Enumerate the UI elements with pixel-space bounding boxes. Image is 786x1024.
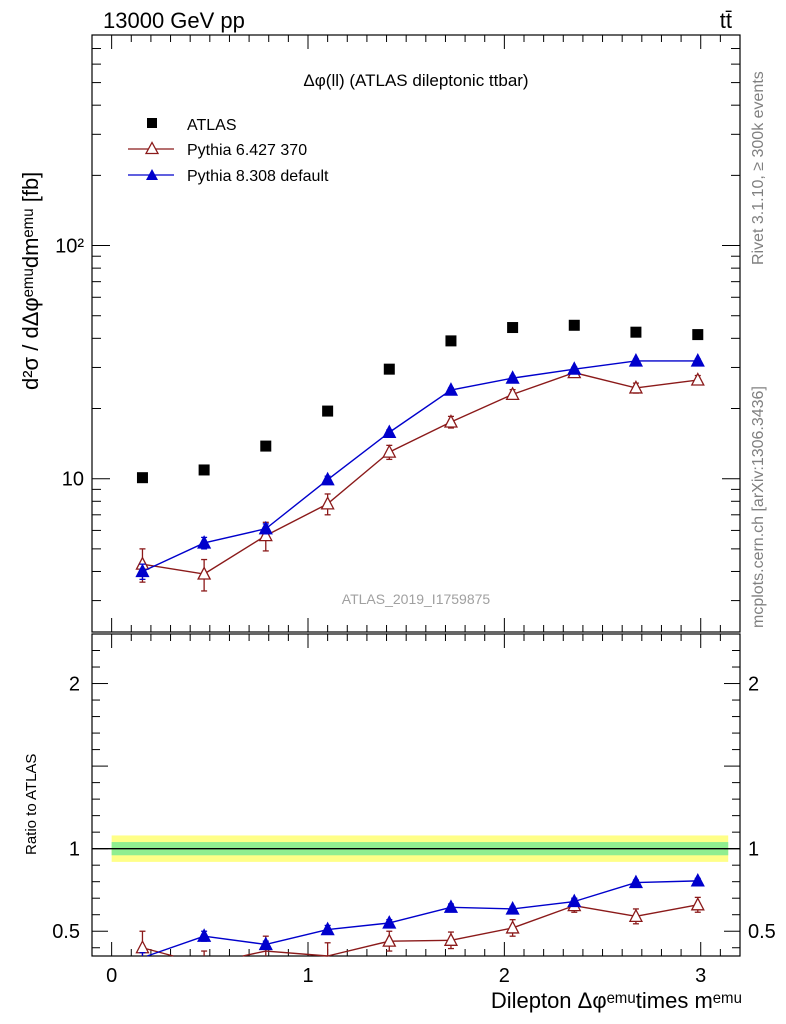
- pythia8-point: [382, 424, 397, 439]
- pythia8-ratio-line: [146, 935, 205, 957]
- pythia8-ratio-line: [265, 928, 328, 946]
- pythia6-ratio-line: [242, 950, 266, 957]
- pythia8-ratio-line: [389, 906, 452, 924]
- pythia6-point: [197, 566, 212, 580]
- atlas-point: [260, 440, 272, 452]
- pythia8-point: [690, 353, 705, 367]
- pythia8-ratio-point: [690, 872, 705, 887]
- pythia8-ratio-point: [382, 915, 397, 929]
- atlas-point: [322, 405, 334, 417]
- legend: ATLAS Pythia 6.427 370 Pythia 8.308 defa…: [128, 117, 329, 185]
- y-tick-label-ratio: 0.5: [52, 921, 80, 943]
- atlas-point: [383, 363, 395, 375]
- pythia8-point: [505, 370, 520, 384]
- atlas-point: [630, 326, 642, 338]
- main-axes: 10 10²: [55, 34, 741, 632]
- x-tick-label: 1: [302, 965, 313, 987]
- legend-marker-atlas: [147, 118, 157, 128]
- y-tick-label-main: 10²: [55, 236, 84, 258]
- pythia6-point: [505, 386, 520, 401]
- pythia8-ratio-point: [197, 928, 212, 942]
- pythia8-point: [567, 361, 582, 375]
- pythia8-ratio-line: [204, 935, 266, 946]
- analysis-watermark: ATLAS_2019_I1759875: [342, 591, 491, 607]
- pythia8-point: [628, 353, 643, 367]
- pythia8-ratio-point: [505, 901, 520, 915]
- rivet-label: Rivet 3.1.10, ≥ 300k events: [750, 71, 767, 265]
- ratio-plot-frame: [91, 633, 741, 957]
- pythia6-point: [382, 444, 397, 458]
- pythia6-ratio-line: [265, 950, 328, 957]
- pythia8-point: [135, 563, 150, 578]
- y-tick-label-ratio-right: 0.5: [748, 921, 776, 943]
- pythia6-ratio-line: [327, 940, 390, 957]
- pythia8-ratio-line: [512, 900, 575, 910]
- atlas-point: [445, 335, 457, 347]
- pythia8-line: [142, 360, 698, 573]
- pythia6-point: [320, 495, 335, 510]
- atlas-point: [507, 322, 519, 334]
- y-tick-label-ratio: 2: [69, 674, 80, 696]
- pythia8-ratio-point: [258, 936, 273, 951]
- pythia8-ratio-line: [635, 880, 698, 884]
- legend-label-pythia8: Pythia 8.308 default: [187, 168, 329, 185]
- x-tick-label: 2: [499, 965, 510, 987]
- pythia8-ratio-line: [450, 906, 513, 910]
- y-tick-label-main: 10: [62, 469, 84, 491]
- legend-marker-pythia6: [144, 141, 160, 155]
- ratio-uncertainty-band: [92, 835, 740, 862]
- atlas-point: [198, 464, 210, 476]
- pythia6-point: [690, 372, 705, 386]
- atlas-point: [136, 472, 148, 484]
- pythia6-ratio-point: [628, 908, 643, 923]
- y-tick-label-ratio-right: 1: [748, 839, 759, 861]
- pythia6-ratio-line: [512, 904, 575, 929]
- plot-title: Δφ(ll) (ATLAS dileptonic ttbar): [303, 71, 528, 90]
- y-axis-label-ratio: Ratio to ATLAS: [23, 754, 40, 855]
- ratio-data-layer: [135, 872, 705, 957]
- atlas-point: [692, 329, 704, 341]
- legend-marker-pythia8: [146, 169, 158, 180]
- pythia8-point: [320, 471, 335, 486]
- pythia8-ratio-line: [574, 881, 637, 903]
- header-process-label: tt̄: [720, 8, 732, 33]
- pythia8-point: [258, 520, 273, 535]
- pythia6-point: [258, 527, 273, 542]
- pythia8-ratio-point: [320, 921, 335, 936]
- pythia6-point: [628, 380, 643, 394]
- main-plot-frame: [91, 34, 741, 633]
- pythia6-ratio-point: [505, 920, 520, 934]
- header-energy-label: 13000 GeV pp: [103, 8, 245, 33]
- pythia8-ratio-point: [567, 893, 582, 908]
- y-axis-label-main: d²σ / dΔφᵉᵐᵘdmᵉᵐᵘ [fb]: [18, 172, 43, 390]
- legend-label-atlas: ATLAS: [187, 117, 237, 134]
- pythia6-line: [142, 371, 698, 575]
- pythia6-ratio-line: [574, 904, 637, 918]
- source-label: mcplots.cern.ch [arXiv:1306.3436]: [750, 386, 767, 628]
- pythia8-point: [197, 535, 212, 549]
- pythia6-ratio-point: [443, 932, 459, 946]
- atlas-point: [568, 319, 580, 331]
- pythia8-ratio-point: [628, 874, 643, 889]
- x-axis-label: Dilepton Δφᵉᵐᵘtimes mᵉᵐᵘ: [491, 988, 742, 1013]
- pythia8-ratio-point: [443, 899, 459, 913]
- y-tick-label-ratio: 1: [69, 839, 80, 861]
- pythia8-ratio-line: [327, 922, 390, 931]
- pythia6-ratio-line: [635, 904, 698, 918]
- main-data-layer: [135, 319, 705, 592]
- pythia6-point: [443, 414, 459, 428]
- x-tick-label: 0: [106, 965, 117, 987]
- x-tick-label: 3: [695, 965, 706, 987]
- pythia6-ratio-line: [389, 939, 451, 942]
- pythia6-ratio-point: [690, 896, 705, 911]
- pythia8-point: [443, 382, 459, 396]
- pythia6-ratio-point: [382, 933, 397, 947]
- pythia6-ratio-line: [450, 927, 513, 941]
- y-tick-label-ratio-right: 2: [748, 674, 759, 696]
- legend-label-pythia6: Pythia 6.427 370: [187, 142, 307, 159]
